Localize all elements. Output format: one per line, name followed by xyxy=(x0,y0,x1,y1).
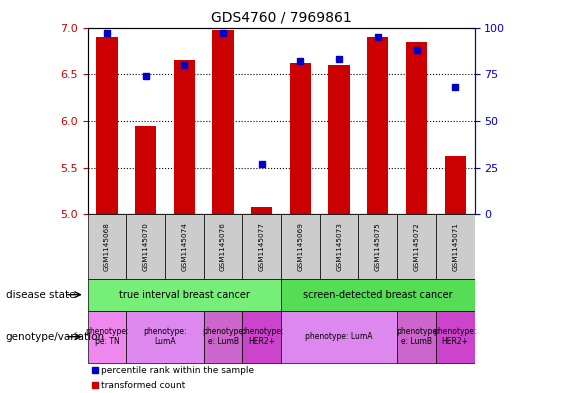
Bar xyxy=(320,214,358,279)
Text: genotype/variation: genotype/variation xyxy=(6,332,105,342)
Text: phenotype:
HER2+: phenotype: HER2+ xyxy=(433,327,477,346)
Text: GSM1145068: GSM1145068 xyxy=(104,222,110,271)
Bar xyxy=(242,214,281,279)
Text: phenotype
e: LumB: phenotype e: LumB xyxy=(396,327,437,346)
Text: percentile rank within the sample: percentile rank within the sample xyxy=(101,366,254,375)
Bar xyxy=(281,279,475,311)
Text: GSM1145073: GSM1145073 xyxy=(336,222,342,271)
Bar xyxy=(397,311,436,363)
Bar xyxy=(127,311,203,363)
Bar xyxy=(96,37,118,214)
Bar xyxy=(290,63,311,214)
Text: disease state: disease state xyxy=(6,290,75,299)
Text: GSM1145076: GSM1145076 xyxy=(220,222,226,271)
Bar xyxy=(88,279,281,311)
Text: GSM1145077: GSM1145077 xyxy=(259,222,265,271)
Title: GDS4760 / 7969861: GDS4760 / 7969861 xyxy=(211,11,351,25)
Bar xyxy=(436,214,475,279)
Text: true interval breast cancer: true interval breast cancer xyxy=(119,290,250,299)
Text: phenotype
e: LumB: phenotype e: LumB xyxy=(202,327,244,346)
Bar xyxy=(251,207,272,214)
Text: GSM1145074: GSM1145074 xyxy=(181,222,188,271)
Bar xyxy=(328,65,350,214)
Text: GSM1145072: GSM1145072 xyxy=(414,222,420,271)
Bar xyxy=(203,214,242,279)
Bar xyxy=(281,311,397,363)
Text: phenotype: LumA: phenotype: LumA xyxy=(306,332,373,341)
Text: GSM1145071: GSM1145071 xyxy=(452,222,458,271)
Bar xyxy=(135,125,157,214)
Text: phenotype:
LumA: phenotype: LumA xyxy=(144,327,186,346)
Bar xyxy=(436,311,475,363)
Bar xyxy=(88,311,127,363)
Bar xyxy=(127,214,165,279)
Text: phenotype:
HER2+: phenotype: HER2+ xyxy=(240,327,284,346)
Bar xyxy=(397,214,436,279)
Text: phenotype:
pe: TN: phenotype: pe: TN xyxy=(85,327,129,346)
Bar xyxy=(203,311,242,363)
Bar xyxy=(367,37,389,214)
Bar xyxy=(212,30,234,214)
Bar xyxy=(445,156,466,214)
Bar xyxy=(242,311,281,363)
Text: GSM1145075: GSM1145075 xyxy=(375,222,381,271)
Text: GSM1145069: GSM1145069 xyxy=(297,222,303,271)
Bar xyxy=(173,60,195,214)
Bar xyxy=(165,214,203,279)
Bar xyxy=(406,42,427,214)
Text: screen-detected breast cancer: screen-detected breast cancer xyxy=(303,290,453,299)
Bar xyxy=(281,214,320,279)
Bar xyxy=(88,214,127,279)
Text: GSM1145070: GSM1145070 xyxy=(142,222,149,271)
Text: transformed count: transformed count xyxy=(101,381,185,390)
Bar xyxy=(358,214,397,279)
